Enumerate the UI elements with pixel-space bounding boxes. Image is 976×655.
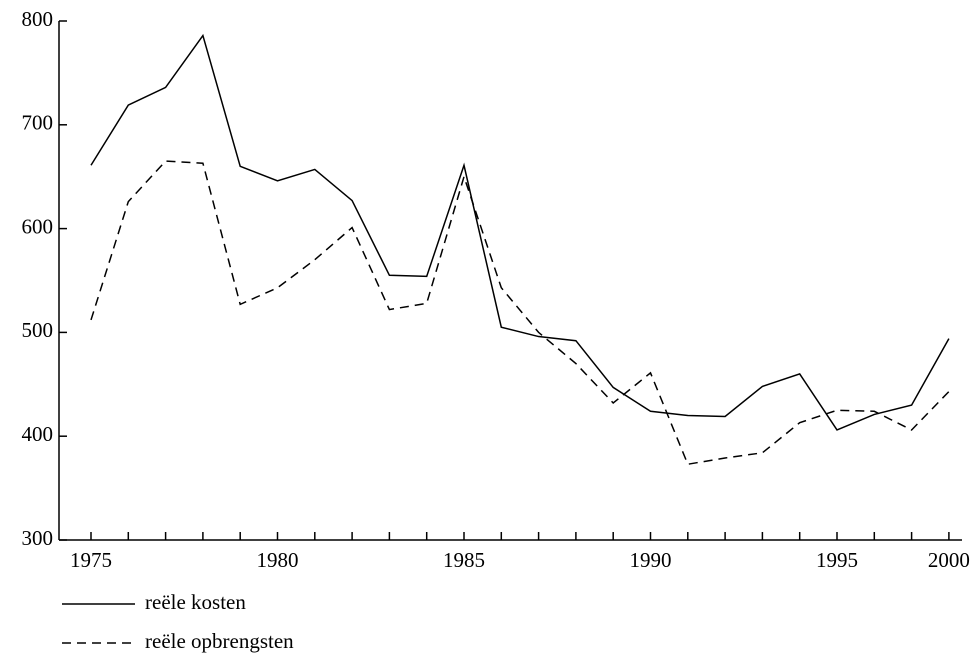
- x-tick-label: 1980: [257, 548, 299, 572]
- x-tick-label: 1990: [630, 548, 672, 572]
- y-tick-label: 300: [22, 526, 54, 550]
- y-tick-label: 400: [22, 422, 54, 446]
- y-tick-label: 500: [22, 318, 54, 342]
- x-tick-label: 1995: [816, 548, 858, 572]
- legend-label: reële kosten: [145, 590, 246, 614]
- y-tick-label: 800: [22, 7, 54, 31]
- legend-label: reële opbrengsten: [145, 629, 294, 653]
- x-tick-label: 1985: [443, 548, 485, 572]
- line-series: [90, 160, 950, 466]
- x-tick-label: 2000: [928, 548, 970, 572]
- y-tick-label: 600: [22, 214, 54, 238]
- x-tick-label: 1975: [70, 548, 112, 572]
- line-series: [90, 33, 950, 431]
- y-tick-label: 700: [22, 111, 54, 135]
